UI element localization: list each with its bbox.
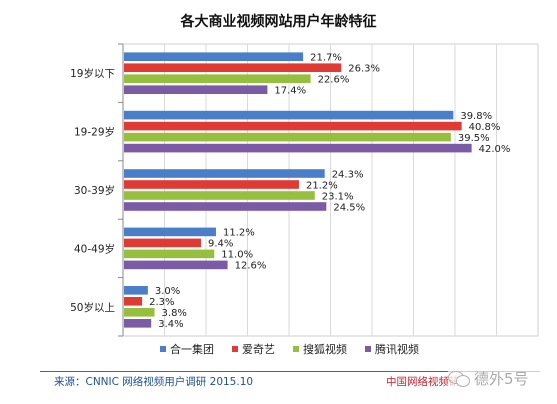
data-label: 40.8% (469, 122, 501, 133)
data-label: 39.8% (460, 111, 492, 122)
bar (124, 110, 454, 120)
legend-swatch (232, 346, 238, 352)
footer-divider (40, 371, 540, 372)
bars (124, 52, 472, 328)
data-label: 24.5% (333, 202, 365, 213)
category-label: 19岁以下 (70, 67, 115, 80)
data-label: 24.3% (332, 169, 364, 180)
category-label: 40-49岁 (74, 242, 115, 255)
bar (124, 297, 143, 306)
legend-label: 合一集团 (170, 343, 214, 356)
bar (124, 286, 148, 295)
data-label: 3.4% (158, 319, 183, 330)
bar (124, 308, 155, 317)
bar (124, 319, 152, 328)
data-label: 2.3% (149, 297, 174, 308)
legend-label: 搜狐视频 (303, 343, 347, 356)
wechat-icon (448, 369, 470, 387)
bar (124, 121, 462, 131)
legend-item: 合一集团 (160, 341, 214, 357)
bar (124, 191, 315, 200)
legend: 合一集团 爱奇艺 搜狐视频 腾讯视频 (160, 342, 419, 356)
data-label: 21.2% (306, 180, 338, 191)
bar (124, 63, 342, 72)
data-labels: 21.7% 26.3%22.6% 17.4% 39.8%40.8%39.5%42.0%… (149, 53, 510, 331)
watermark: 德外5号 (448, 364, 553, 392)
data-label: 9.4% (208, 239, 233, 250)
bar (124, 85, 268, 94)
data-label: 22.6% (318, 75, 350, 86)
data-label: 21.7% (310, 53, 342, 64)
legend-item: 腾讯视频 (365, 341, 419, 357)
bar (124, 132, 451, 142)
footer-source: 来源：CNNIC 网络视频用户调研 2015.10 (54, 376, 254, 388)
bar (124, 180, 299, 189)
legend-label: 腾讯视频 (375, 343, 419, 356)
data-label: 11.2% (223, 228, 255, 239)
data-label: 39.5% (458, 133, 490, 144)
legend-label: 爱奇艺 (242, 343, 275, 356)
axis (118, 43, 124, 337)
bar (124, 238, 202, 248)
watermark-text: 德外5号 (474, 369, 529, 388)
data-label: 3.8% (162, 308, 187, 319)
data-label: 23.1% (322, 191, 354, 202)
data-label: 26.3% (348, 64, 380, 75)
bar (124, 52, 304, 61)
bar (124, 202, 327, 211)
data-label: 17.4% (274, 86, 306, 97)
category-label: 50岁以上 (70, 301, 115, 314)
legend-swatch (293, 346, 299, 352)
bar (124, 169, 325, 178)
bar (124, 227, 216, 237)
bar (124, 260, 228, 270)
data-label: 42.0% (479, 144, 511, 155)
data-label: 11.0% (221, 250, 253, 261)
data-label: 3.0% (155, 286, 180, 297)
legend-swatch (160, 346, 166, 352)
category-label: 30-39岁 (74, 184, 115, 197)
category-label: 19-29岁 (74, 126, 115, 139)
chart-title: 各大商业视频网站用户年龄特征 (180, 14, 377, 30)
legend-swatch (365, 346, 371, 352)
bar (124, 143, 472, 153)
legend-item: 搜狐视频 (293, 341, 347, 357)
data-label: 12.6% (235, 261, 267, 272)
legend-item: 爱奇艺 (232, 341, 275, 357)
footer-org: 中国网络视频研 (386, 376, 460, 388)
category-labels: 19岁以下 19-29岁 30-39岁 40-49岁 50岁以上 (70, 67, 115, 314)
bar (124, 74, 311, 83)
bar (124, 249, 215, 259)
